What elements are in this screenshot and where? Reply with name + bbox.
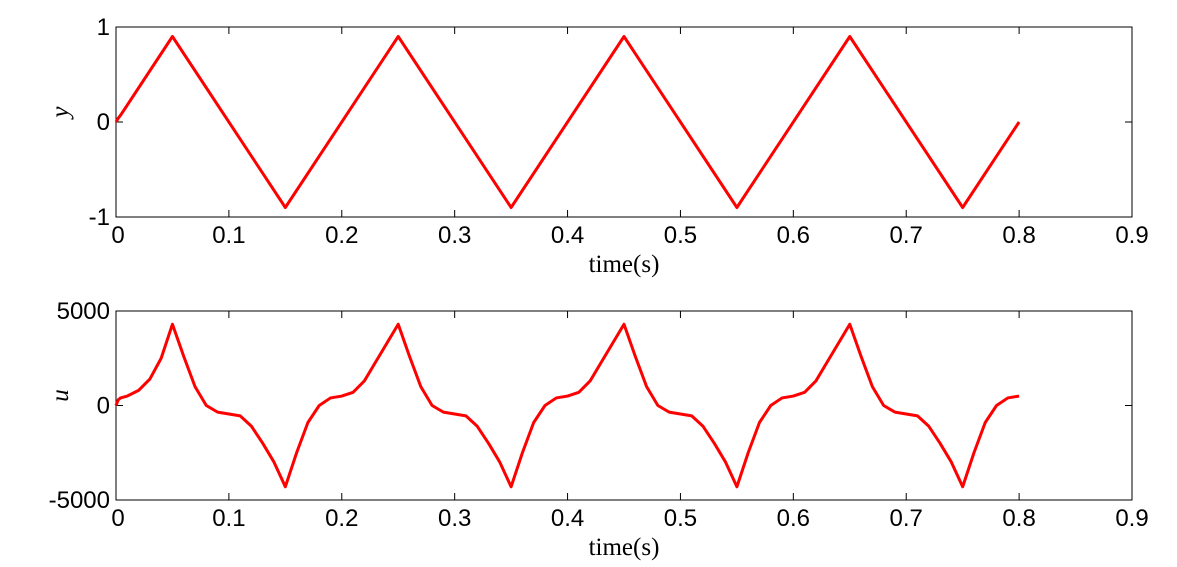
top-x-tick-label-9: 0.9 — [1115, 222, 1148, 249]
top-x-tick-label-1: 0.1 — [212, 222, 245, 249]
bottom-x-tick-label-0: 0 — [111, 505, 124, 532]
bottom-x-axis-label: time(s) — [589, 534, 660, 561]
top-x-tick-label-3: 0.3 — [438, 222, 471, 249]
top-subplot: 0 0.1 0.2 0.3 0.4 0.5 0.6 0.7 0.8 0.9 -101 time(s… — [47, 14, 1149, 278]
bottom-x-tick-label-2: 0.2 — [325, 505, 358, 532]
top-y-tick-label-1: 0 — [97, 109, 110, 136]
bottom-y-tick-label-2: 5000 — [57, 298, 110, 325]
top-x-tick-label-4: 0.4 — [551, 222, 584, 249]
bottom-x-tick-label-9: 0.9 — [1115, 505, 1148, 532]
bottom-y-axis-label: u — [47, 389, 74, 402]
bottom-u-series-line — [114, 322, 1020, 489]
top-y-axis-label: y — [47, 106, 74, 121]
top-x-ticks: 0 0.1 0.2 0.3 0.4 0.5 0.6 0.7 0.8 0.9 — [111, 27, 1149, 249]
top-y-ticks: -1 0 1 — [89, 14, 1132, 231]
top-x-tick-label-0: 0 — [111, 222, 124, 249]
bottom-x-ticks: 0 0.1 0.2 0.3 0.4 0.5 0.6 0.7 0.8 0.9 — [111, 311, 1149, 532]
top-y-tick-label-0: -1 — [89, 204, 110, 231]
bottom-subplot: 0 0.1 0.2 0.3 0.4 0.5 0.6 0.7 0.8 0.9 -500005000 … — [47, 298, 1149, 561]
bottom-y-ticks: -5000 0 5000 — [49, 298, 1132, 514]
bottom-x-tick-label-8: 0.8 — [1002, 505, 1035, 532]
bottom-y-tick-label-0: -5000 — [49, 487, 110, 514]
bottom-y-tick-label-1: 0 — [97, 393, 110, 420]
bottom-x-tick-label-3: 0.3 — [438, 505, 471, 532]
top-x-tick-label-8: 0.8 — [1002, 222, 1035, 249]
bottom-x-tick-label-7: 0.7 — [890, 505, 923, 532]
bottom-x-tick-label-6: 0.6 — [777, 505, 810, 532]
top-y-series-line — [114, 35, 1021, 209]
top-x-tick-label-6: 0.6 — [777, 222, 810, 249]
top-x-tick-label-5: 0.5 — [664, 222, 697, 249]
top-x-tick-label-2: 0.2 — [325, 222, 358, 249]
top-x-axis-label: time(s) — [589, 251, 660, 278]
top-x-tick-label-7: 0.7 — [890, 222, 923, 249]
bottom-x-tick-label-1: 0.1 — [212, 505, 245, 532]
bottom-x-tick-label-4: 0.4 — [551, 505, 584, 532]
bottom-x-tick-label-5: 0.5 — [664, 505, 697, 532]
top-y-tick-label-2: 1 — [97, 14, 110, 41]
